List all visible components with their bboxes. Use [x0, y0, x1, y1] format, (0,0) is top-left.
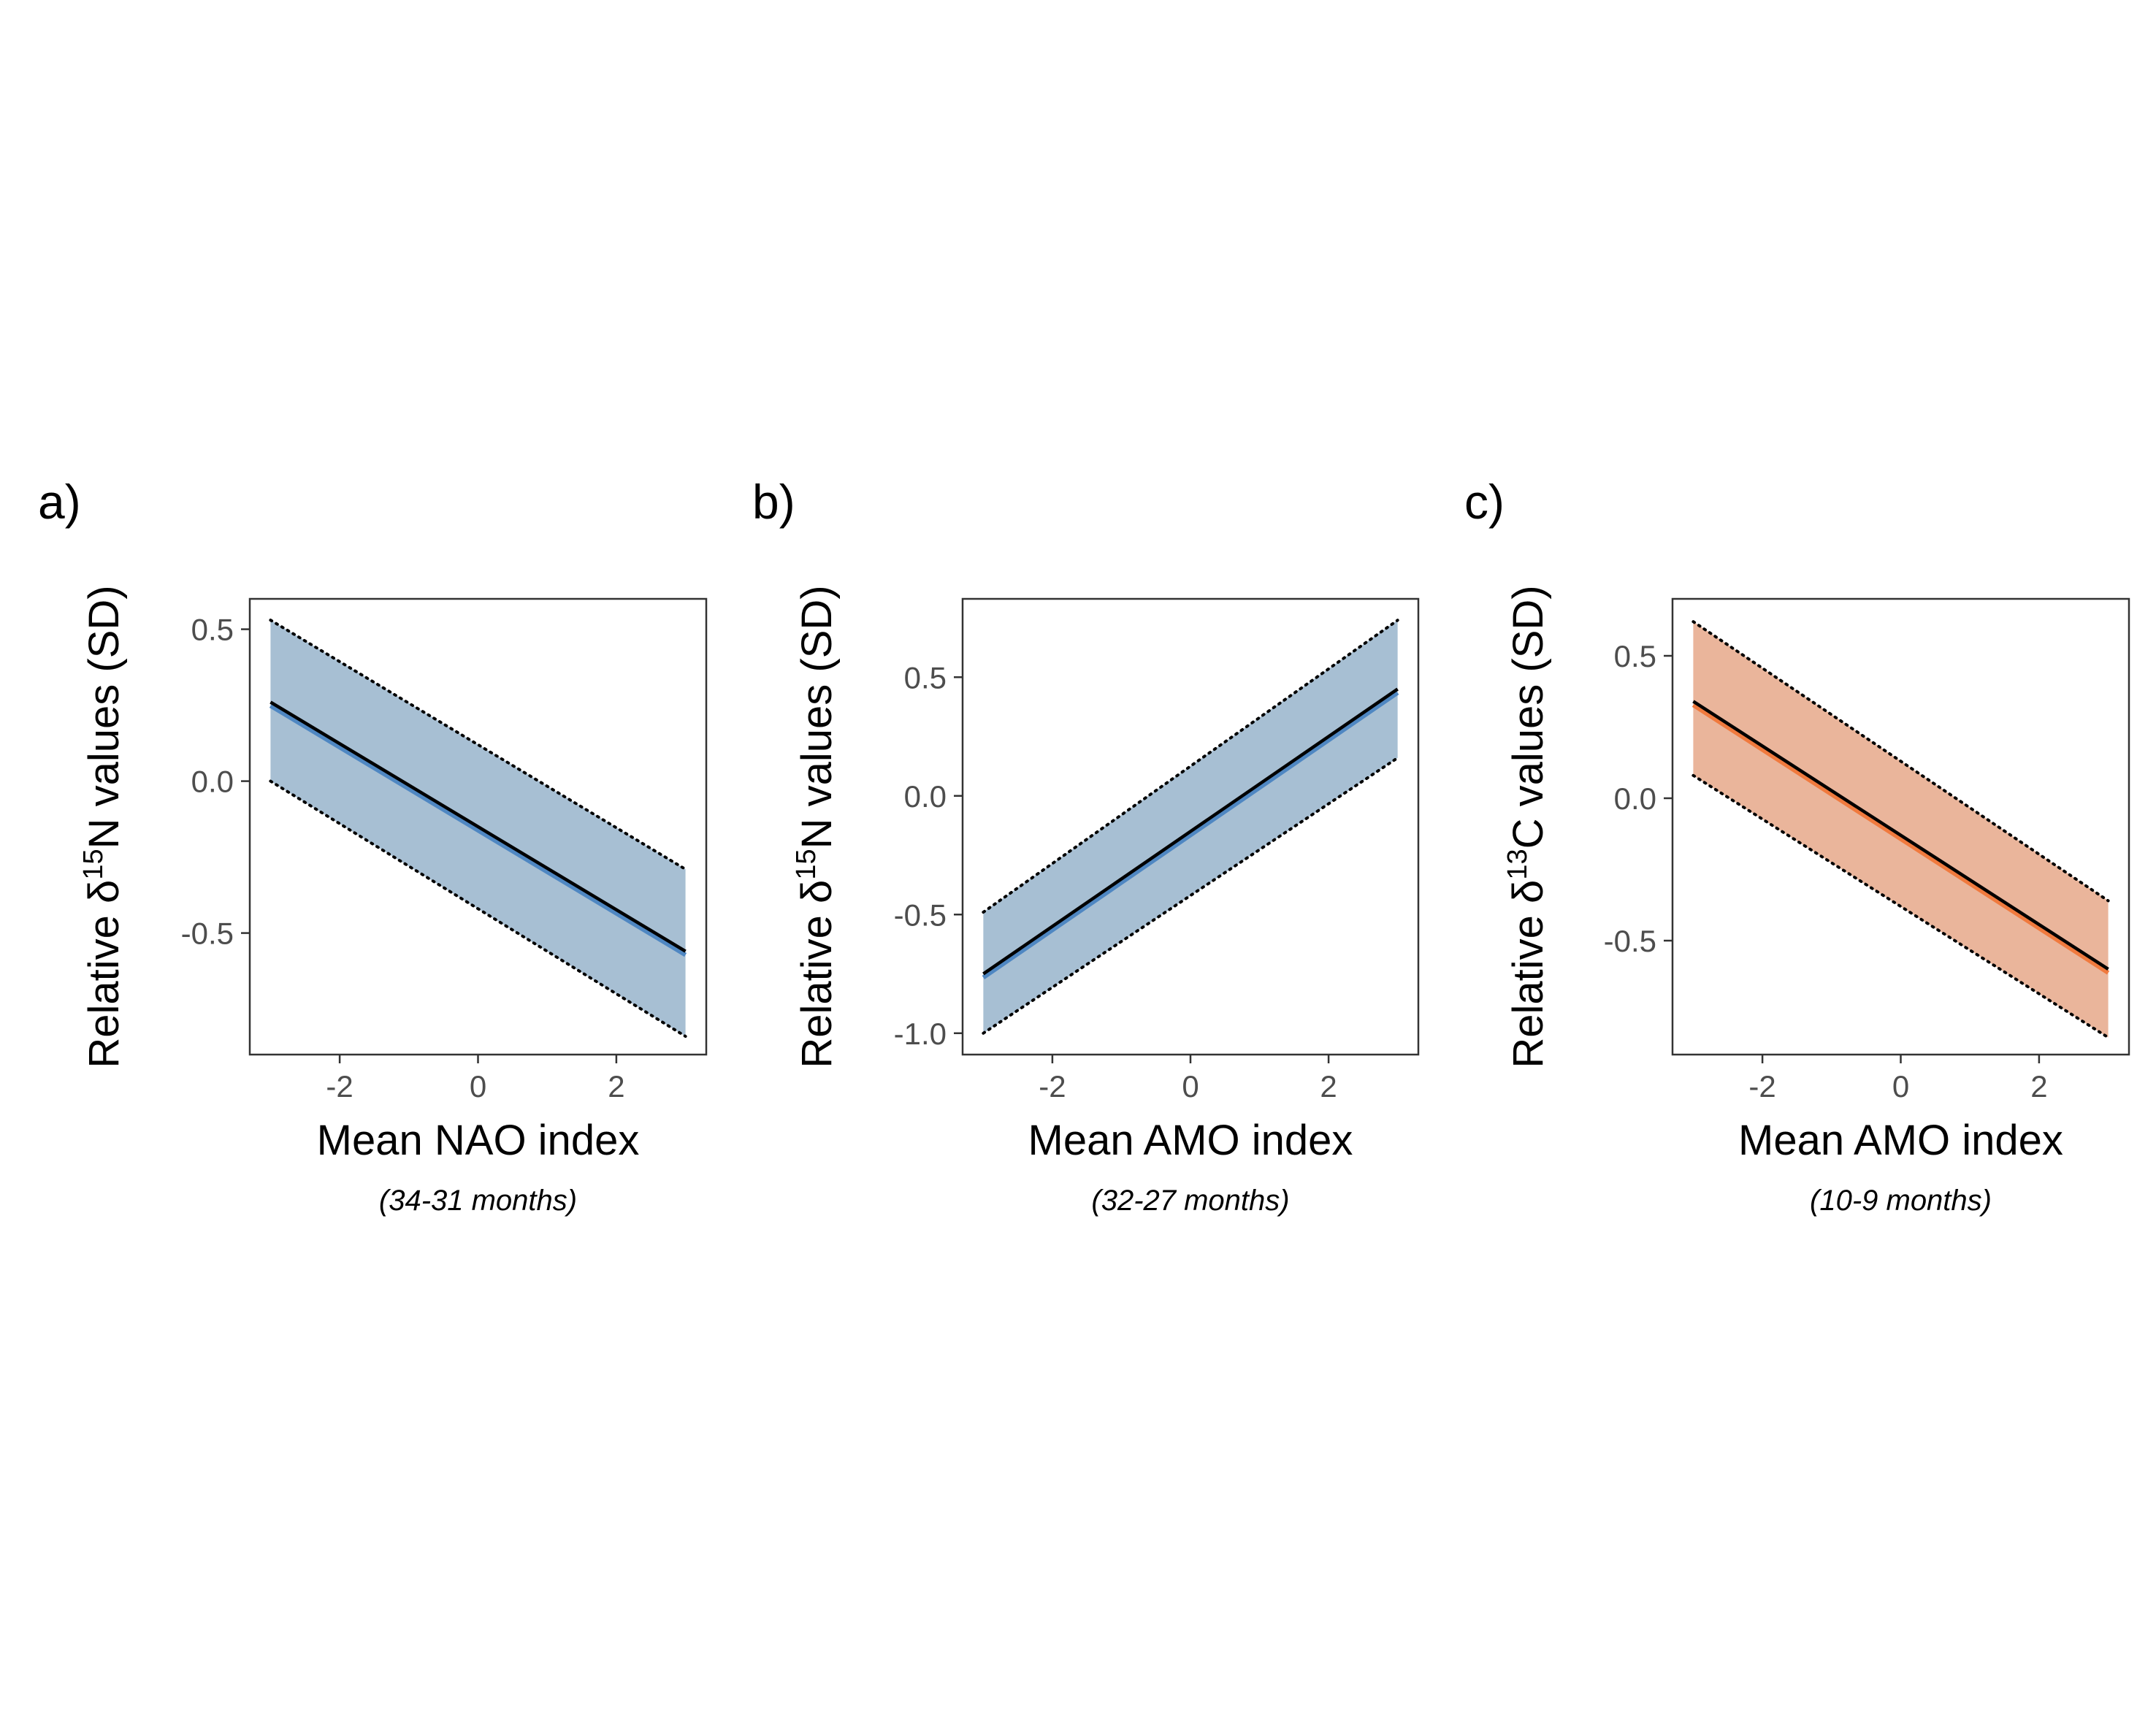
x-axis-subtitle: (10-9 months) [1810, 1185, 1992, 1217]
y-tick-label: 0.5 [191, 613, 234, 647]
x-axis-subtitle: (32-27 months) [1091, 1185, 1289, 1217]
lower-bound-line [1691, 773, 2110, 1039]
y-tick-label: 0.5 [1614, 639, 1656, 673]
y-axis-title-sup: 15 [791, 849, 822, 879]
x-tick-label: -2 [1039, 1069, 1066, 1104]
y-tick-label: 0.5 [904, 660, 947, 695]
lower-bound-line [982, 756, 1399, 1035]
x-tick-label: 2 [608, 1069, 624, 1104]
y-tick-label: 0.0 [1614, 781, 1656, 816]
confidence-band [1693, 621, 2109, 1038]
series-line-colored [1691, 703, 2110, 975]
x-axis-title: Mean AMO index [1738, 1117, 2063, 1164]
panel-a: a) -2 0 2 -0.5 0.0 0.5 Mean NAO index (34-31 mon… [38, 475, 708, 1217]
series-line-colored [982, 691, 1399, 979]
upper-bound-line [269, 619, 687, 871]
panel-label: b) [752, 475, 795, 529]
y-axis-title-pre: Relative δ [793, 880, 841, 1068]
y-axis-title-post: N values (SD) [80, 585, 128, 849]
x-axis-title: Mean AMO index [1028, 1117, 1353, 1164]
x-tick-label: 2 [1320, 1069, 1337, 1104]
series-line-colored [269, 703, 687, 957]
y-axis-title: Relative δ15N values (SD) [791, 585, 841, 1068]
panel-c: c) -2 0 2 -0.5 0.0 0.5 Mean AMO index (10-9 mont… [1464, 475, 2130, 1217]
fit-line [1692, 700, 2109, 971]
upper-bound-line [1691, 620, 2110, 903]
panel-b: b) -2 0 2 -1.0 -0.5 0.0 0.5 Mean AMO index (32-27… [752, 475, 1420, 1217]
y-axis-title: Relative δ15N values (SD) [78, 585, 128, 1068]
y-axis-title: Relative δ13C values (SD) [1502, 585, 1552, 1068]
y-axis-title-sup: 13 [1502, 849, 1533, 879]
y-tick-label: -0.5 [894, 898, 947, 932]
y-axis-title-post: C values (SD) [1505, 585, 1552, 849]
upper-bound-line [982, 619, 1399, 914]
x-tick-label: 0 [1892, 1069, 1909, 1104]
y-tick-label: -0.5 [181, 917, 234, 951]
panel-label: c) [1464, 475, 1505, 529]
y-tick-label: 0.0 [904, 779, 947, 814]
fit-line [982, 687, 1399, 976]
y-axis-title-sup: 15 [78, 849, 109, 879]
x-axis-subtitle: (34-31 months) [379, 1185, 577, 1217]
y-tick-label: -1.0 [894, 1017, 947, 1051]
y-tick-label: 0.0 [191, 765, 234, 799]
y-tick-label: -0.5 [1604, 924, 1656, 958]
confidence-band [983, 620, 1398, 1033]
x-tick-label: -2 [1748, 1069, 1775, 1104]
x-tick-label: -2 [326, 1069, 353, 1104]
x-tick-label: 0 [470, 1069, 486, 1104]
y-axis-title-pre: Relative δ [1505, 880, 1552, 1068]
panel-label: a) [38, 475, 81, 529]
fit-line [270, 700, 687, 953]
lower-bound-line [269, 779, 687, 1039]
x-axis-title: Mean NAO index [317, 1117, 640, 1164]
x-tick-label: 0 [1182, 1069, 1199, 1104]
y-axis-title-post: N values (SD) [793, 585, 841, 849]
y-axis-title-pre: Relative δ [80, 880, 128, 1068]
x-tick-label: 2 [2030, 1069, 2047, 1104]
